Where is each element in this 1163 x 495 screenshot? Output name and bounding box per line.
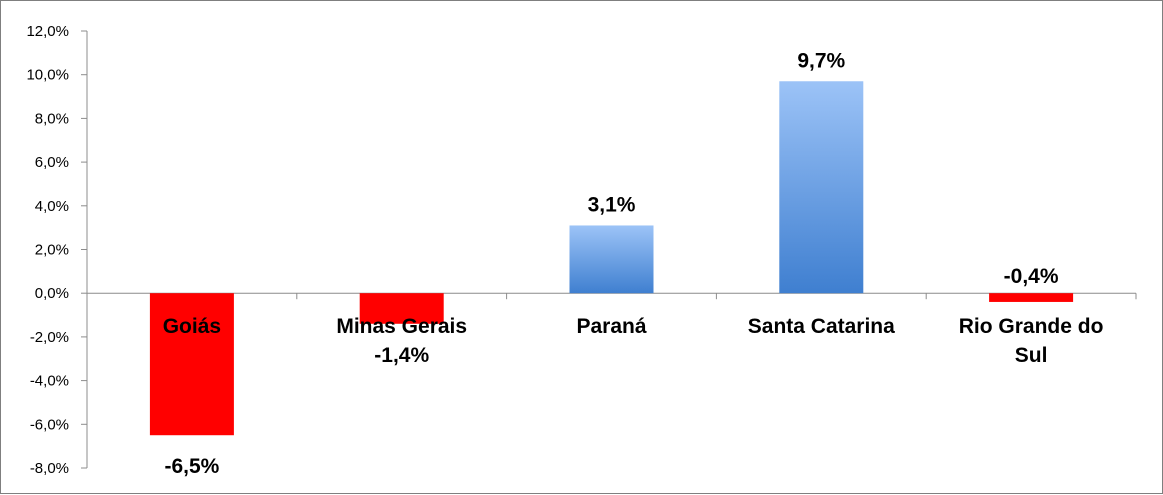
category-label: Santa Catarina	[748, 315, 895, 338]
bars	[149, 81, 1074, 436]
axes: 12,0% 10,0% 8,0% 6,0% 4,0% 2,0% 0,0% -2,0% -4,0%…	[26, 23, 1137, 477]
data-label: -6,5%	[164, 455, 219, 478]
y-tick-label: 0,0%	[35, 285, 69, 302]
y-tick-label: 6,0%	[35, 154, 69, 171]
y-tick-label: -4,0%	[30, 373, 69, 390]
category-label: Paraná	[576, 315, 646, 338]
y-tick-label: 2,0%	[35, 242, 69, 259]
data-label: -0,4%	[1004, 265, 1059, 288]
bar-4	[779, 81, 864, 294]
category-label: Sul	[1015, 344, 1048, 367]
bar-1	[149, 293, 234, 436]
category-label: Rio Grande do	[959, 315, 1104, 338]
data-label: 3,1%	[588, 193, 636, 216]
y-tick-label: 10,0%	[26, 67, 69, 84]
y-tick-label: 8,0%	[35, 110, 69, 127]
y-tick-label: -6,0%	[30, 416, 69, 433]
data-label: 9,7%	[797, 49, 845, 72]
y-tick-label: -8,0%	[30, 460, 69, 477]
y-tick-label: -2,0%	[30, 329, 69, 346]
bar-5	[989, 293, 1074, 302]
bar-3	[569, 225, 654, 294]
labels: Goiás Minas Gerais Paraná Santa Catarina Rio…	[163, 49, 1104, 478]
y-tick-label: 4,0%	[35, 198, 69, 215]
y-tick-label: 12,0%	[26, 23, 69, 40]
data-label: -1,4%	[374, 344, 429, 367]
category-label: Goiás	[163, 315, 221, 338]
category-label: Minas Gerais	[336, 315, 467, 338]
bar-2	[359, 293, 444, 324]
